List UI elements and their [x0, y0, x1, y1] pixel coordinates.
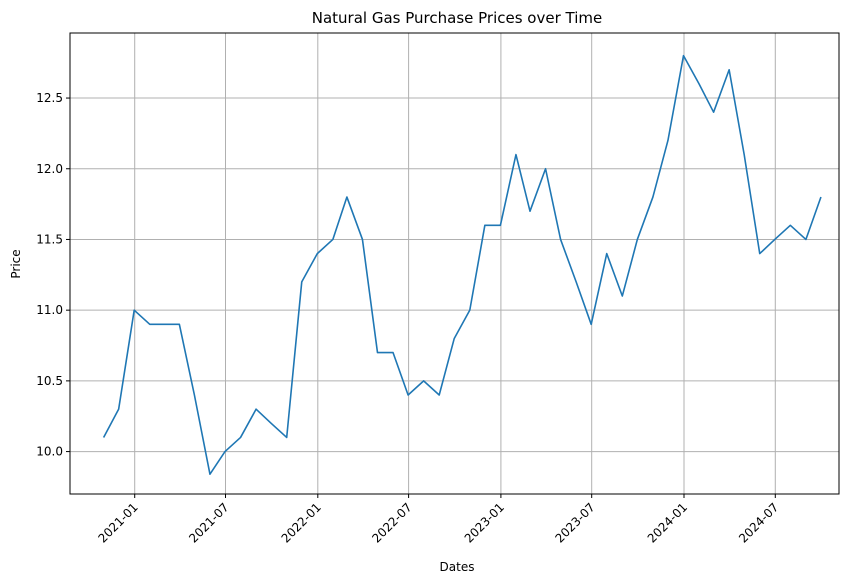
y-tick-label: 12.0 — [36, 162, 63, 176]
data-point — [499, 224, 501, 226]
data-point — [392, 351, 394, 353]
x-tick-label: 2023-07 — [552, 500, 597, 545]
x-tick-label: 2024-07 — [736, 500, 781, 545]
data-point — [712, 111, 714, 113]
x-tick-label: 2021-07 — [186, 500, 231, 545]
data-point — [102, 436, 104, 438]
y-tick-label: 11.5 — [36, 232, 63, 246]
data-point — [376, 351, 378, 353]
data-point — [743, 153, 745, 155]
data-point — [805, 238, 807, 240]
y-axis-label: Price — [9, 249, 23, 278]
data-point — [178, 323, 180, 325]
data-point — [636, 238, 638, 240]
data-point — [759, 252, 761, 254]
data-point — [209, 473, 211, 475]
data-point — [453, 337, 455, 339]
data-point — [544, 168, 546, 170]
x-axis-ticks: 2021-01 2021-07 2022-01 2022-07 2023-01 2023-… — [95, 494, 781, 546]
data-point — [407, 394, 409, 396]
series-layer — [102, 54, 822, 476]
data-point — [270, 422, 272, 424]
data-point — [559, 238, 561, 240]
data-point — [667, 139, 669, 141]
grid — [70, 33, 839, 494]
x-tick-label: 2022-01 — [279, 500, 324, 545]
plot-area-frame — [69, 32, 840, 495]
data-point — [301, 281, 303, 283]
y-axis-ticks: 10.0 10.5 11.0 11.5 12.0 12.5 — [36, 91, 70, 459]
x-tick-label: 2021-01 — [95, 500, 140, 545]
data-point — [621, 295, 623, 297]
data-point — [529, 210, 531, 212]
data-point — [438, 394, 440, 396]
data-point — [728, 69, 730, 71]
data-point — [332, 238, 334, 240]
data-point — [606, 252, 608, 254]
data-point — [163, 323, 165, 325]
data-point — [590, 323, 592, 325]
data-point — [286, 436, 288, 438]
price-series-line — [102, 54, 822, 476]
y-tick-label: 10.5 — [36, 374, 63, 388]
data-point — [789, 224, 791, 226]
data-point — [774, 238, 776, 240]
x-tick-label: 2023-01 — [462, 500, 507, 545]
data-point — [117, 408, 119, 410]
data-point — [682, 54, 684, 56]
data-point — [149, 323, 151, 325]
x-axis-label: Dates — [440, 560, 475, 574]
data-point — [193, 394, 195, 396]
data-point — [698, 83, 700, 85]
data-point — [575, 281, 577, 283]
y-tick-label: 11.0 — [36, 303, 63, 317]
data-point — [255, 408, 257, 410]
data-point — [469, 309, 471, 311]
data-point — [484, 224, 486, 226]
y-tick-label: 10.0 — [36, 445, 63, 459]
data-point — [361, 238, 363, 240]
data-point — [422, 380, 424, 382]
data-point — [224, 450, 226, 452]
data-point — [820, 196, 822, 198]
data-point — [515, 153, 517, 155]
data-point — [316, 252, 318, 254]
data-point — [133, 309, 135, 311]
chart-title: Natural Gas Purchase Prices over Time — [312, 9, 602, 27]
x-tick-label: 2022-07 — [369, 500, 414, 545]
x-tick-label: 2024-01 — [645, 500, 690, 545]
data-point — [652, 196, 654, 198]
data-point — [346, 196, 348, 198]
y-tick-label: 12.5 — [36, 91, 63, 105]
data-point — [239, 436, 241, 438]
